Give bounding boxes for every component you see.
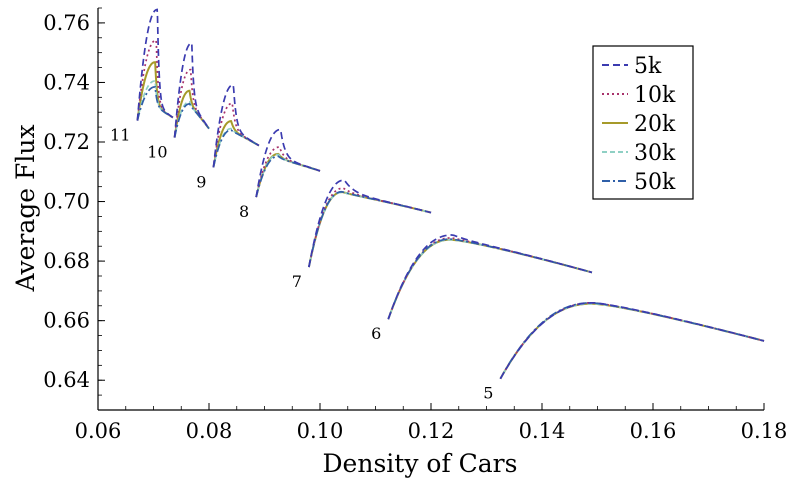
segment-label: 8 <box>239 202 249 221</box>
series-line-30k-seg-6 <box>387 238 593 320</box>
y-tick-label: 0.74 <box>43 70 90 94</box>
series-line-5k-seg-6 <box>387 234 593 320</box>
y-tick-label: 0.64 <box>43 368 90 392</box>
series-line-5k-seg-7 <box>308 179 432 268</box>
series-line-10k-seg-5 <box>499 301 765 380</box>
series-line-10k-seg-11 <box>136 39 174 121</box>
x-tick-label: 0.18 <box>741 419 788 443</box>
x-axis-label: Density of Cars <box>323 449 518 478</box>
y-tick-label: 0.68 <box>43 249 90 273</box>
legend-label-30k: 30k <box>634 141 676 166</box>
segment-label: 9 <box>196 172 206 191</box>
series-line-10k-seg-6 <box>387 237 593 320</box>
series-line-20k-seg-6 <box>387 238 593 320</box>
series-line-10k-seg-7 <box>308 187 432 268</box>
series-line-50k-seg-6 <box>387 238 593 320</box>
x-tick-label: 0.14 <box>519 419 566 443</box>
series-line-50k-seg-5 <box>499 301 765 380</box>
x-tick-label: 0.06 <box>75 419 122 443</box>
legend-label-5k: 5k <box>634 54 662 79</box>
series-line-5k-seg-9 <box>212 83 260 168</box>
y-tick-label: 0.72 <box>43 130 90 154</box>
series-line-5k-seg-5 <box>499 301 765 380</box>
series-line-5k-seg-8 <box>255 128 321 198</box>
legend-label-10k: 10k <box>634 83 676 108</box>
series-line-20k-seg-5 <box>499 302 765 380</box>
segment-label: 11 <box>110 126 130 145</box>
y-tick-label: 0.66 <box>43 309 90 333</box>
axes: 0.06 0.08 0.10 0.12 0.14 0.16 0.18 0.64 0.66 0.68… <box>43 7 788 443</box>
segment-label: 7 <box>292 272 302 291</box>
legend: 5k 10k 20k 30k 50k <box>592 45 694 200</box>
x-tick-label: 0.12 <box>408 419 455 443</box>
plot-area <box>136 8 765 380</box>
series-line-50k-seg-7 <box>308 190 432 268</box>
segment-label: 5 <box>483 384 493 403</box>
y-tick-label: 0.70 <box>43 190 90 214</box>
segment-labels: 5 6 7 8 9 10 11 <box>110 126 493 403</box>
x-tick-label: 0.16 <box>630 419 677 443</box>
x-tick-label: 0.10 <box>297 419 344 443</box>
legend-items: 5k 10k 20k 30k 50k <box>602 54 676 195</box>
series-line-10k-seg-9 <box>212 102 260 168</box>
series-line-5k-seg-11 <box>136 8 174 121</box>
y-axis-label: Average Flux <box>11 124 40 292</box>
series-line-30k-seg-5 <box>499 302 765 380</box>
y-tick-label: 0.76 <box>43 11 90 35</box>
segment-label: 6 <box>371 324 381 343</box>
legend-label-50k: 50k <box>634 170 676 195</box>
x-tick-label: 0.08 <box>186 419 233 443</box>
legend-label-20k: 20k <box>634 112 676 137</box>
segment-label: 10 <box>147 143 167 162</box>
series-line-5k-seg-10 <box>173 42 210 138</box>
